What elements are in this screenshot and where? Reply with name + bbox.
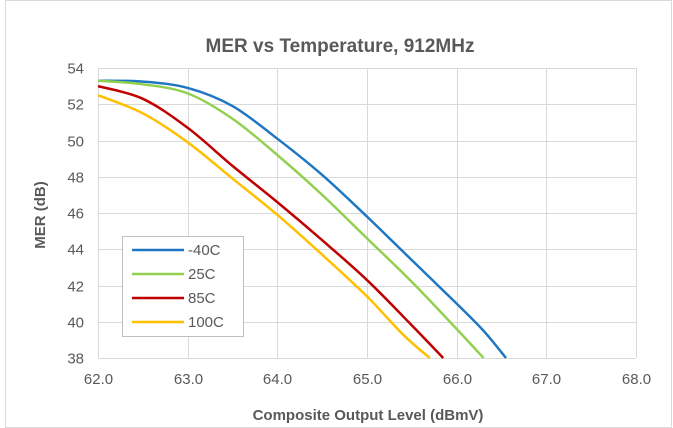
legend: -40C 25C 85C 100C <box>123 237 244 337</box>
x-tick-label: 63.0 <box>174 371 203 388</box>
x-tick-label: 67.0 <box>532 371 561 388</box>
x-axis-title: Composite Output Level (dBmV) <box>253 407 484 424</box>
x-tick-label: 62.0 <box>84 371 113 388</box>
y-tick-label: 52 <box>67 97 84 114</box>
legend-label-0: -40C <box>188 242 221 259</box>
y-tick-label: 40 <box>67 315 84 332</box>
y-tick-label: 38 <box>67 351 84 368</box>
x-tick-label: 65.0 <box>353 371 382 388</box>
y-tick-label: 48 <box>67 170 84 187</box>
y-tick-label: 50 <box>67 134 84 151</box>
y-tick-label: 42 <box>67 279 84 296</box>
chart-title: MER vs Temperature, 912MHz <box>206 36 475 57</box>
y-tick-label: 54 <box>67 61 84 78</box>
legend-label-2: 85C <box>188 290 216 307</box>
y-tick-label: 46 <box>67 206 84 223</box>
y-axis-ticks: 38 40 42 44 46 48 50 52 54 <box>67 61 84 368</box>
x-tick-label: 68.0 <box>622 371 651 388</box>
x-tick-label: 64.0 <box>263 371 292 388</box>
x-tick-label: 66.0 <box>443 371 472 388</box>
y-axis-title: MER (dB) <box>32 181 49 249</box>
legend-label-3: 100C <box>188 314 224 331</box>
legend-label-1: 25C <box>188 266 216 283</box>
y-tick-label: 44 <box>67 242 84 259</box>
